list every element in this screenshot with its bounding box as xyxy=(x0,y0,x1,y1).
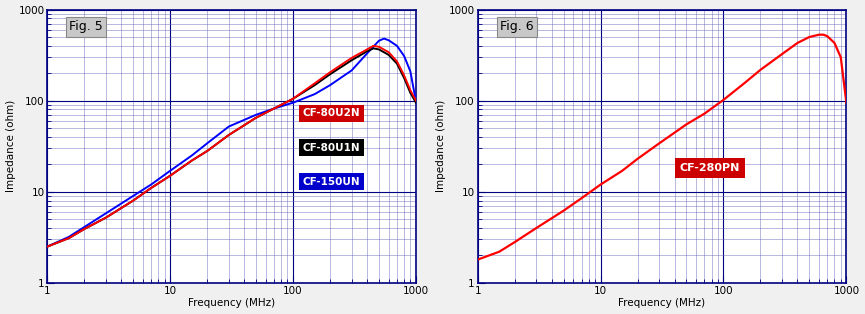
Text: CF-80U2N: CF-80U2N xyxy=(303,108,360,118)
X-axis label: Frequency (MHz): Frequency (MHz) xyxy=(188,298,275,308)
Text: Fig. 6: Fig. 6 xyxy=(500,20,534,34)
Y-axis label: Impedance (ohm): Impedance (ohm) xyxy=(5,100,16,192)
Text: CF-80U1N: CF-80U1N xyxy=(303,143,360,153)
Y-axis label: Impedance (ohm): Impedance (ohm) xyxy=(436,100,446,192)
Text: Fig. 5: Fig. 5 xyxy=(69,20,103,34)
Text: CF-280PN: CF-280PN xyxy=(680,163,740,173)
X-axis label: Frequency (MHz): Frequency (MHz) xyxy=(618,298,706,308)
Text: CF-150UN: CF-150UN xyxy=(303,177,360,187)
